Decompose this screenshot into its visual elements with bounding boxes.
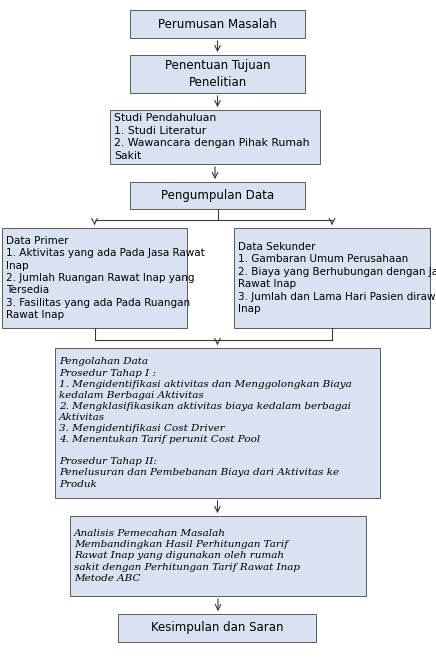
FancyBboxPatch shape (110, 110, 320, 164)
FancyBboxPatch shape (55, 348, 380, 498)
Text: Analisis Pemecahan Masalah
Membandingkan Hasil Perhitungan Tarif
Rawat Inap yang: Analisis Pemecahan Masalah Membandingkan… (74, 529, 300, 583)
Text: Kesimpulan dan Saran: Kesimpulan dan Saran (151, 622, 283, 634)
FancyBboxPatch shape (130, 182, 305, 209)
Text: Perumusan Masalah: Perumusan Masalah (158, 18, 277, 30)
Text: Data Primer
1. Aktivitas yang ada Pada Jasa Rawat
Inap
2. Jumlah Ruangan Rawat I: Data Primer 1. Aktivitas yang ada Pada J… (6, 236, 205, 320)
Text: Penentuan Tujuan
Penelitian: Penentuan Tujuan Penelitian (165, 59, 270, 88)
FancyBboxPatch shape (118, 614, 316, 642)
FancyBboxPatch shape (70, 516, 366, 596)
FancyBboxPatch shape (2, 228, 187, 328)
FancyBboxPatch shape (130, 55, 305, 93)
Text: Pengolahan Data
Prosedur Tahap I :
1. Mengidentifikasi aktivitas dan Menggolongk: Pengolahan Data Prosedur Tahap I : 1. Me… (59, 358, 352, 488)
FancyBboxPatch shape (234, 228, 430, 328)
Text: Studi Pendahuluan
1. Studi Literatur
2. Wawancara dengan Pihak Rumah
Sakit: Studi Pendahuluan 1. Studi Literatur 2. … (114, 114, 310, 160)
Text: Data Sekunder
1. Gambaran Umum Perusahaan
2. Biaya yang Berhubungan dengan Jasa
: Data Sekunder 1. Gambaran Umum Perusahaa… (238, 242, 436, 314)
FancyBboxPatch shape (130, 10, 305, 38)
Text: Pengumpulan Data: Pengumpulan Data (161, 189, 274, 202)
